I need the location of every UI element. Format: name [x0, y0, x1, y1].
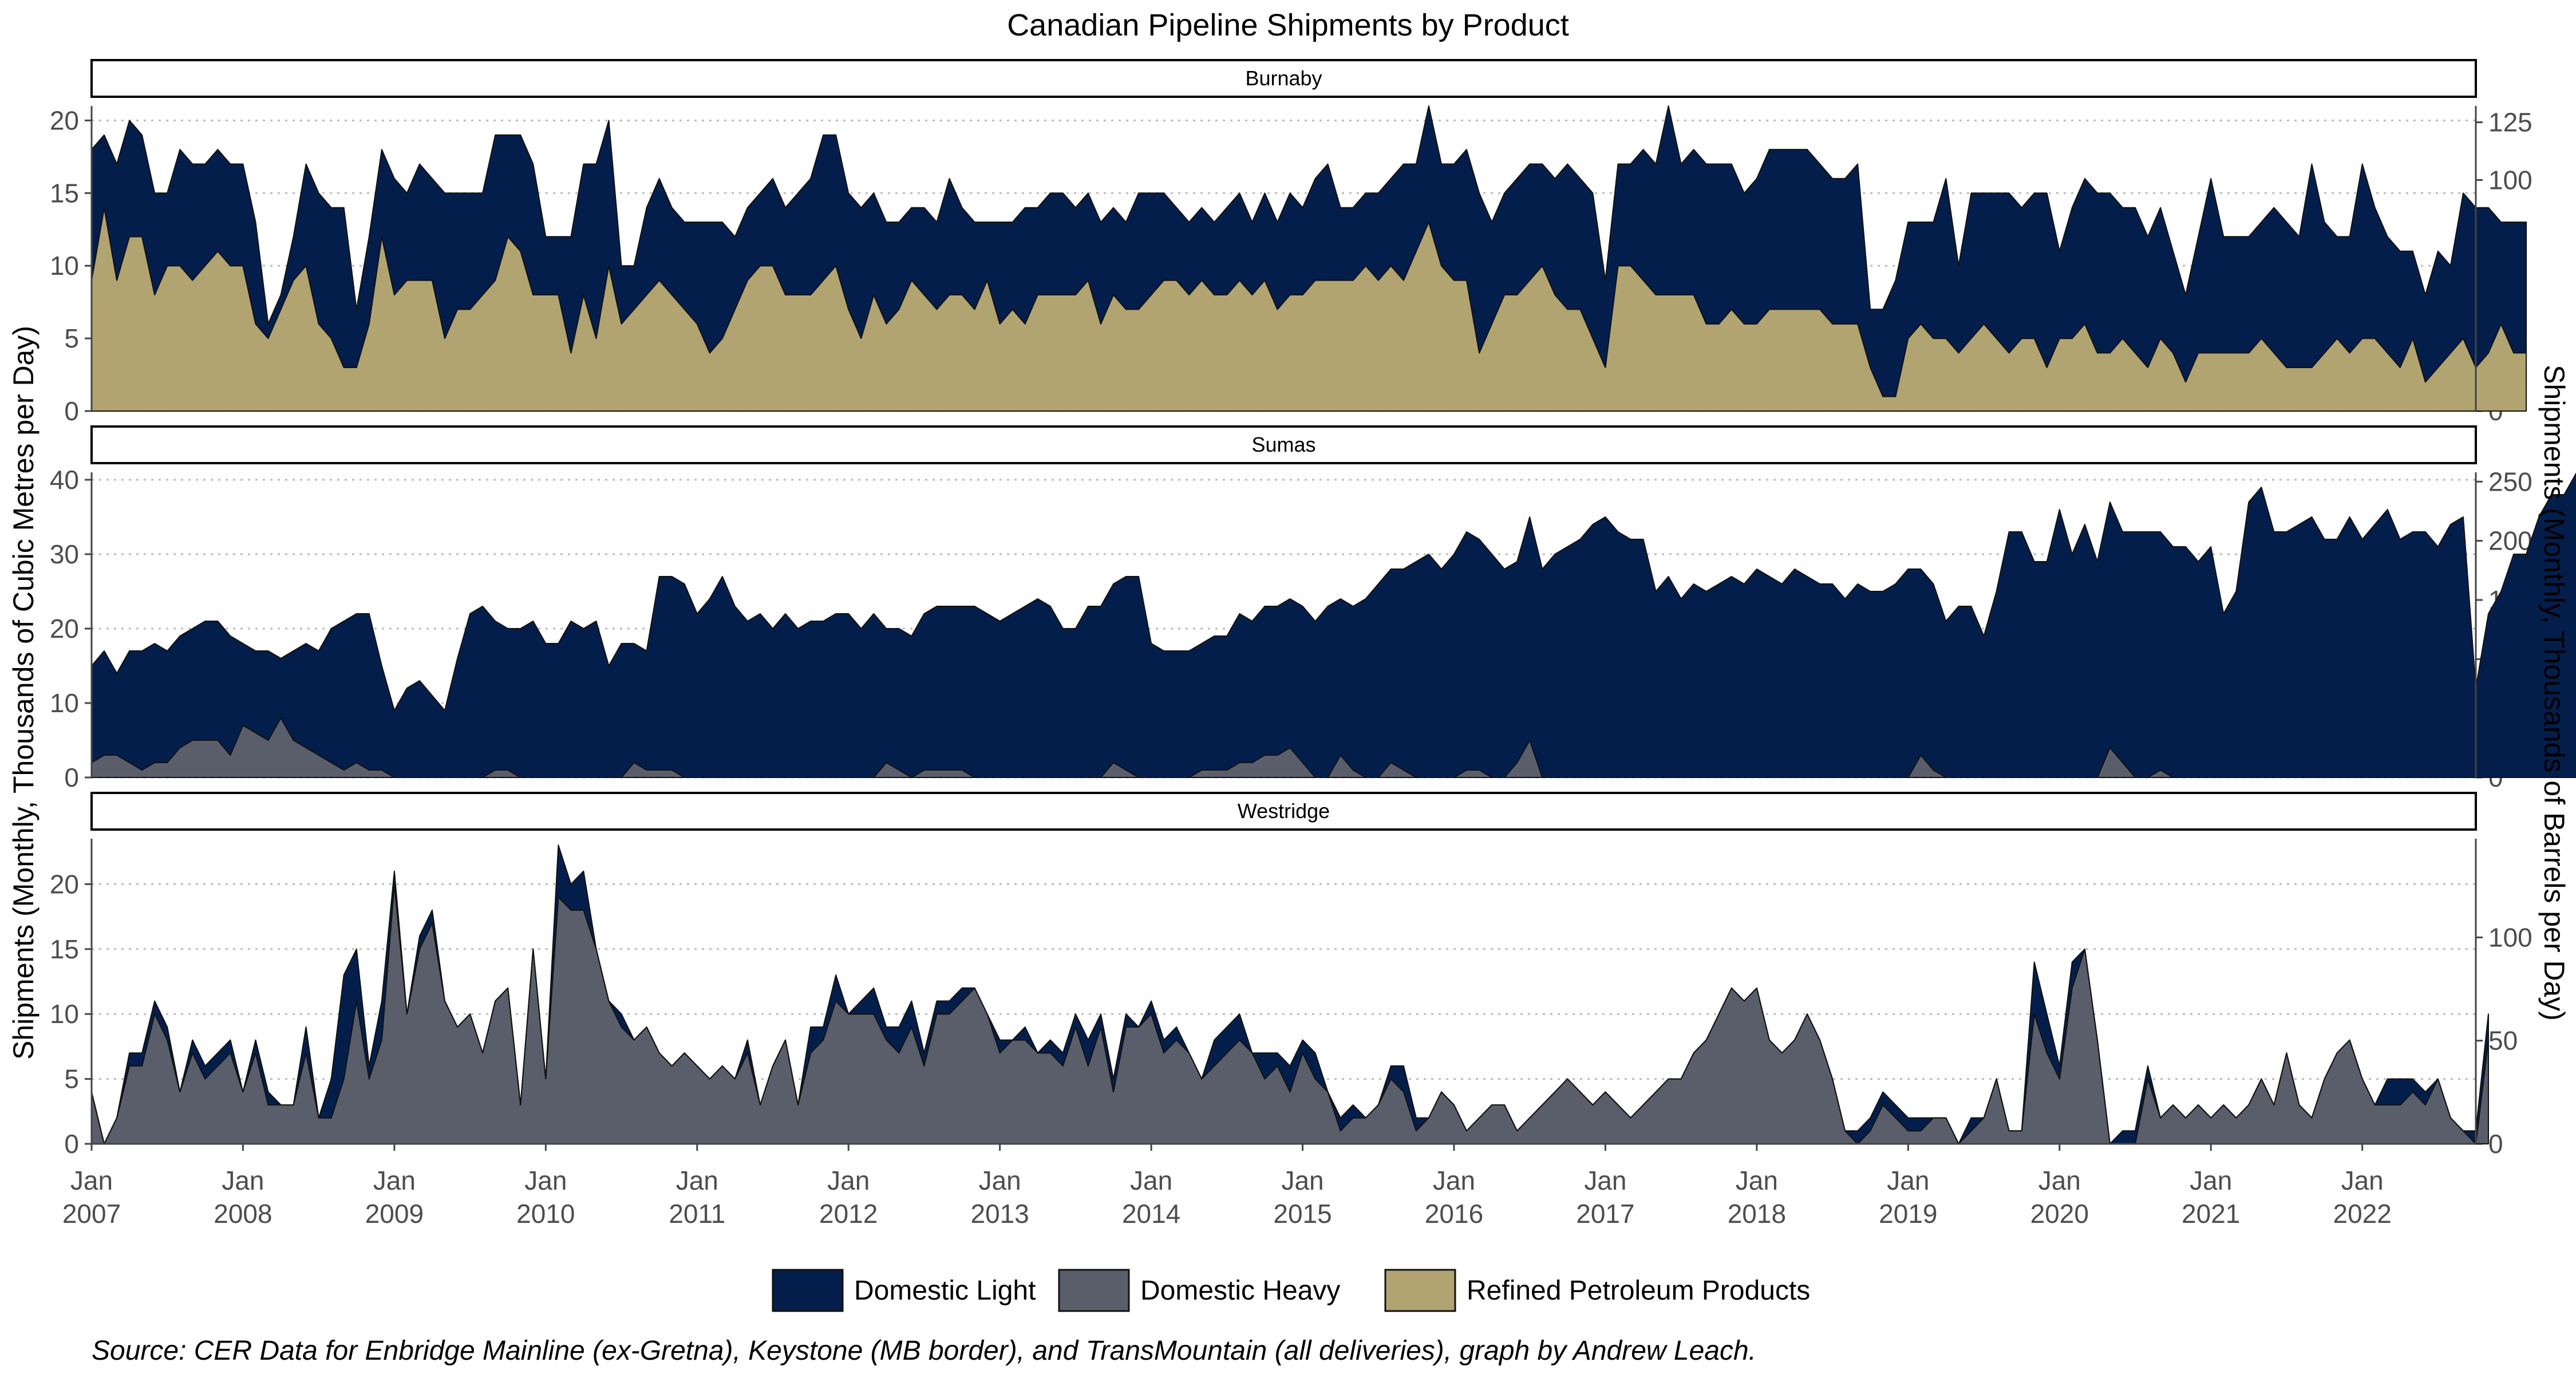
panel-westridge: Westridge 0 5 10 15 20 0 50 100 [50, 792, 2532, 1159]
x-tick-label: Jan 2010 [516, 1166, 575, 1229]
y-tick-label-right: 250 [2488, 467, 2532, 496]
legend-swatch [772, 1269, 844, 1312]
legend-item-domestic-heavy: Domestic Heavy [1058, 1269, 1340, 1312]
legend-swatch [1384, 1269, 1456, 1312]
panel-strip [90, 59, 2477, 98]
x-tick-label: Jan 2014 [1122, 1166, 1180, 1229]
x-tick-label: Jan 2022 [2333, 1166, 2391, 1229]
x-tick-label: Jan 2013 [970, 1166, 1029, 1229]
x-axis: Jan 2007 Jan 2008 Jan 2009 Jan 2010 Jan 2011 Jan 20… [62, 1143, 2476, 1229]
panel-sumas: Sumas010203040050100150200250 [50, 425, 2576, 792]
y-tick-label: 10 [50, 688, 79, 718]
panel-strip-label: Burnaby [1245, 66, 1322, 90]
x-tick-label: Jan 2012 [819, 1166, 878, 1229]
x-tick-label: Jan 2017 [1576, 1166, 1634, 1229]
panel-strip-label: Westridge [1238, 799, 1330, 823]
y-tick-label-right: 50 [2488, 1026, 2518, 1056]
panel-strip [90, 792, 2477, 831]
y-tick-label: 0 [64, 396, 79, 426]
panel-strip-label: Sumas [1251, 433, 1315, 456]
legend-label: Refined Petroleum Products [1467, 1276, 1810, 1306]
y-tick-label: 0 [64, 763, 79, 792]
y-axis-label-left: Shipments (Monthly, Thousands of Cubic M… [7, 326, 39, 1060]
y-tick-label: 5 [64, 1064, 79, 1094]
legend-label: Domestic Heavy [1140, 1276, 1340, 1306]
x-tick-label: Jan 2011 [669, 1166, 725, 1229]
legend-label: Domestic Light [854, 1276, 1036, 1306]
x-tick-label: Jan 2007 [62, 1166, 121, 1229]
legend-item-refined-petroleum-products: Refined Petroleum Products [1384, 1269, 1810, 1312]
y-tick-label-right: 0 [2488, 1129, 2503, 1159]
source-caption: Source: CER Data for Enbridge Mainline (… [92, 1336, 1756, 1366]
y-tick-label: 15 [50, 934, 79, 964]
y-tick-label: 10 [50, 999, 79, 1029]
x-tick-label: Jan 2020 [2030, 1166, 2089, 1229]
panel-burnaby: Burnaby051015200255075100125 [50, 59, 2532, 426]
y-tick-label-right: 200 [2488, 526, 2532, 556]
y-tick-label: 5 [64, 323, 79, 353]
area-domestic-light [91, 472, 2576, 778]
area-domestic-light [91, 844, 2489, 1144]
y-tick-label-right: 100 [2488, 922, 2532, 952]
x-tick-label: Jan 2015 [1273, 1166, 1332, 1229]
x-tick-label: Jan 2018 [1728, 1166, 1786, 1229]
y-tick-label: 15 [50, 178, 79, 208]
legend: Domestic Light Domestic Heavy Refined Petr… [772, 1269, 1810, 1312]
y-tick-label: 10 [50, 251, 79, 281]
panel-strip [90, 425, 2477, 464]
y-tick-label-right: 125 [2488, 108, 2532, 137]
chart-panels: Burnaby051015200255075100125Sumas0102030… [50, 59, 2576, 1159]
y-tick-label: 20 [50, 614, 79, 643]
x-tick-label: Jan 2016 [1425, 1166, 1483, 1229]
y-tick-label: 40 [50, 465, 79, 495]
x-tick-label: Jan 2021 [2182, 1166, 2240, 1229]
y-axis-label-right: Shipments (Monthly, Thousands of Barrels… [2538, 365, 2570, 1021]
chart-title: Canadian Pipeline Shipments by Product [1007, 8, 1569, 42]
y-tick-label: 0 [64, 1129, 79, 1159]
legend-swatch [1058, 1269, 1130, 1312]
x-tick-label: Jan 2019 [1879, 1166, 1937, 1229]
legend-item-domestic-light: Domestic Light [772, 1269, 1036, 1312]
x-tick-label: Jan 2009 [365, 1166, 424, 1229]
y-tick-label: 30 [50, 539, 79, 569]
y-tick-label: 20 [50, 869, 79, 899]
y-tick-label: 20 [50, 105, 79, 135]
y-tick-label-right: 100 [2488, 165, 2532, 195]
x-tick-label: Jan 2008 [214, 1166, 272, 1229]
area-domestic-light [91, 105, 2527, 397]
